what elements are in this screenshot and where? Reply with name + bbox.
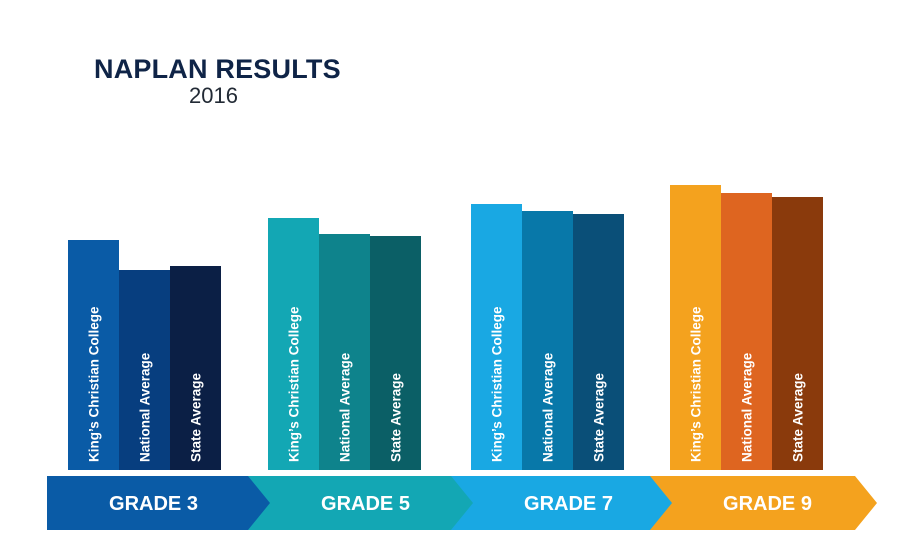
bar-grade-9-state-average xyxy=(772,197,823,470)
bar-label-state-average: State Average xyxy=(791,372,806,462)
bar-grade-9-national-average xyxy=(721,193,772,470)
bar-grade-3-state-average xyxy=(170,266,221,470)
bar-label-state-average: State Average xyxy=(189,372,204,462)
grade-arrow-grade-3 xyxy=(47,476,274,530)
bar-label-king-s-christian-college: King’s Christian College xyxy=(87,306,102,462)
bar-label-state-average: State Average xyxy=(592,372,607,462)
category-label-grade-5: GRADE 5 xyxy=(321,493,410,515)
grade-arrow-grade-5 xyxy=(248,476,475,530)
bar-grade-9-king-s-christian-college xyxy=(670,185,721,470)
bar-label-national-average: National Average xyxy=(541,352,556,462)
bar-group-grade-5: King’s Christian College National Average… xyxy=(248,218,475,530)
bar-grade-3-national-average xyxy=(119,270,170,470)
bar-grade-5-state-average xyxy=(370,236,421,470)
bar-grade-7-king-s-christian-college xyxy=(471,204,522,470)
bar-group-grade-7: King’s Christian College National Average… xyxy=(451,204,678,530)
bar-label-state-average: State Average xyxy=(389,372,404,462)
bar-grade-7-national-average xyxy=(522,211,573,470)
bar-label-national-average: National Average xyxy=(138,352,153,462)
grade-arrow-grade-9 xyxy=(650,476,877,530)
bar-grade-5-king-s-christian-college xyxy=(268,218,319,470)
bar-group-grade-9: King’s Christian College National Average… xyxy=(650,185,877,530)
bar-label-king-s-christian-college: King’s Christian College xyxy=(287,306,302,462)
grade-arrow-grade-7 xyxy=(451,476,678,530)
bar-label-national-average: National Average xyxy=(338,352,353,462)
chart-title: NAPLAN RESULTS xyxy=(94,54,341,84)
category-label-grade-3: GRADE 3 xyxy=(109,493,198,515)
bar-grade-3-king-s-christian-college xyxy=(68,240,119,470)
chart-subtitle: 2016 xyxy=(189,83,238,108)
bar-label-king-s-christian-college: King’s Christian College xyxy=(490,306,505,462)
bar-grade-7-state-average xyxy=(573,214,624,470)
title-block: NAPLAN RESULTS 2016 xyxy=(94,54,341,108)
category-label-grade-9: GRADE 9 xyxy=(723,493,812,515)
bar-grade-5-national-average xyxy=(319,234,370,470)
bar-label-king-s-christian-college: King’s Christian College xyxy=(689,306,704,462)
bar-label-national-average: National Average xyxy=(740,352,755,462)
category-label-grade-7: GRADE 7 xyxy=(524,493,613,515)
bar-group-grade-3: King’s Christian College National Average… xyxy=(47,240,274,530)
